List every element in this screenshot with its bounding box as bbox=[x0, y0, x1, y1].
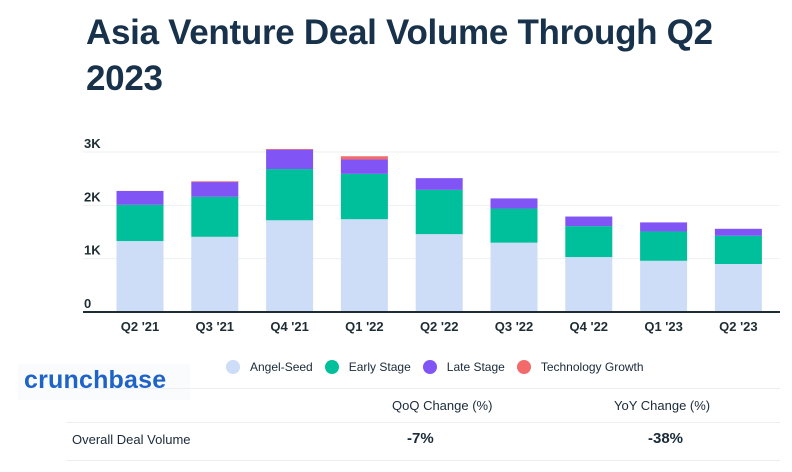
bar-segment-angel-seed bbox=[191, 236, 239, 312]
x-axis-ticks: Q2 '21 Q3 '21 Q4 '21 Q1 '22 Q2 '22 Q3 '22 Q4 '… bbox=[121, 319, 758, 334]
x-tick-label: Q1 '22 bbox=[345, 319, 384, 334]
bar-stack bbox=[565, 216, 613, 312]
bar-stack bbox=[191, 181, 239, 312]
y-axis-ticks: 0 1K 2K 3K bbox=[84, 136, 101, 311]
bar-segment-late-stage bbox=[714, 228, 762, 236]
bar-segment-late-stage bbox=[415, 178, 463, 190]
bar-segment-angel-seed bbox=[340, 219, 388, 312]
bar-segment-early-stage bbox=[565, 226, 613, 258]
bars bbox=[116, 149, 762, 312]
x-tick-label: Q2 '23 bbox=[719, 319, 758, 334]
qoq-change-value: -7% bbox=[407, 430, 434, 447]
legend-label: Late Stage bbox=[446, 360, 505, 374]
x-tick-label: Q2 '22 bbox=[420, 319, 459, 334]
bar-stack bbox=[714, 228, 762, 312]
page-title: Asia Venture Deal Volume Through Q2 2023 bbox=[86, 13, 713, 98]
legend-swatch-technology-growth bbox=[516, 360, 531, 374]
bar-segment-technology-growth bbox=[266, 149, 314, 150]
bar-segment-early-stage bbox=[714, 235, 762, 264]
bar-segment-angel-seed bbox=[640, 260, 688, 312]
x-tick-label: Q2 '21 bbox=[121, 319, 160, 334]
bar-segment-technology-growth bbox=[340, 156, 388, 160]
y-tick-label: 1K bbox=[84, 243, 101, 258]
y-tick-label: 3K bbox=[84, 136, 101, 151]
bar-segment-early-stage bbox=[191, 196, 239, 237]
x-tick-label: Q3 '22 bbox=[495, 319, 534, 334]
header-qoq-change: QoQ Change (%) bbox=[392, 398, 493, 413]
bar-segment-angel-seed bbox=[565, 257, 613, 312]
x-tick-label: Q1 '23 bbox=[644, 319, 683, 334]
bar-segment-late-stage bbox=[116, 190, 164, 205]
bar-segment-angel-seed bbox=[116, 241, 164, 312]
bar-segment-angel-seed bbox=[714, 264, 762, 312]
x-tick-label: Q3 '21 bbox=[196, 319, 235, 334]
x-tick-label: Q4 '21 bbox=[270, 319, 309, 334]
y-tick-label: 2K bbox=[84, 189, 101, 204]
legend-item-angel-seed: Angel-Seed bbox=[226, 360, 313, 374]
legend-label: Angel-Seed bbox=[250, 360, 313, 374]
bar-segment-early-stage bbox=[415, 189, 463, 235]
logo-text: crunchbase bbox=[24, 366, 167, 394]
bar-segment-early-stage bbox=[266, 169, 314, 221]
legend-swatch-angel-seed bbox=[226, 360, 240, 374]
bar-stack bbox=[490, 198, 538, 312]
bar-segment-early-stage bbox=[340, 173, 388, 220]
bar-segment-early-stage bbox=[640, 231, 688, 261]
y-tick-label: 0 bbox=[84, 296, 91, 311]
legend-label: Technology Growth bbox=[540, 360, 644, 374]
yoy-change-value: -38% bbox=[648, 430, 684, 447]
bar-stack bbox=[116, 190, 164, 312]
table-divider bbox=[66, 460, 780, 461]
bar-stack bbox=[266, 149, 314, 312]
bar-segment-angel-seed bbox=[266, 220, 314, 312]
bar-segment-late-stage bbox=[490, 198, 538, 209]
bar-segment-late-stage bbox=[191, 181, 239, 197]
bar-segment-technology-growth bbox=[191, 181, 239, 183]
table-divider bbox=[66, 388, 780, 389]
legend-swatch-late-stage bbox=[422, 360, 437, 374]
legend-item-early-stage: Early Stage bbox=[324, 360, 411, 374]
bar-stack bbox=[415, 178, 463, 312]
bar-segment-early-stage bbox=[116, 204, 164, 242]
legend-item-late-stage: Late Stage bbox=[422, 360, 505, 374]
table-divider bbox=[66, 422, 780, 423]
bar-segment-late-stage bbox=[266, 149, 314, 170]
bar-stack bbox=[340, 156, 388, 312]
crunchbase-logo: crunchbase bbox=[18, 364, 190, 400]
bar-stack bbox=[640, 222, 688, 312]
bar-segment-late-stage bbox=[340, 159, 388, 174]
bar-segment-early-stage bbox=[490, 208, 538, 243]
chart-legend: Angel-Seed Early Stage Late Stage Techno… bbox=[226, 360, 656, 374]
legend-swatch-early-stage bbox=[324, 360, 339, 374]
stacked-bar-chart: 0 1K 2K 3K Q2 '21 Q3 '21 Q4 '21 Q1 '22 Q2 '22 Q3… bbox=[83, 136, 780, 334]
legend-item-technology-growth: Technology Growth bbox=[516, 360, 644, 374]
legend-label: Early Stage bbox=[348, 360, 411, 374]
bar-segment-angel-seed bbox=[415, 234, 463, 312]
x-tick-label: Q4 '22 bbox=[570, 319, 609, 334]
bar-segment-angel-seed bbox=[490, 242, 538, 312]
bar-segment-late-stage bbox=[640, 222, 688, 232]
row-label-overall-deal-volume: Overall Deal Volume bbox=[72, 432, 191, 447]
header-yoy-change: YoY Change (%) bbox=[614, 398, 711, 413]
bar-segment-late-stage bbox=[565, 216, 613, 227]
